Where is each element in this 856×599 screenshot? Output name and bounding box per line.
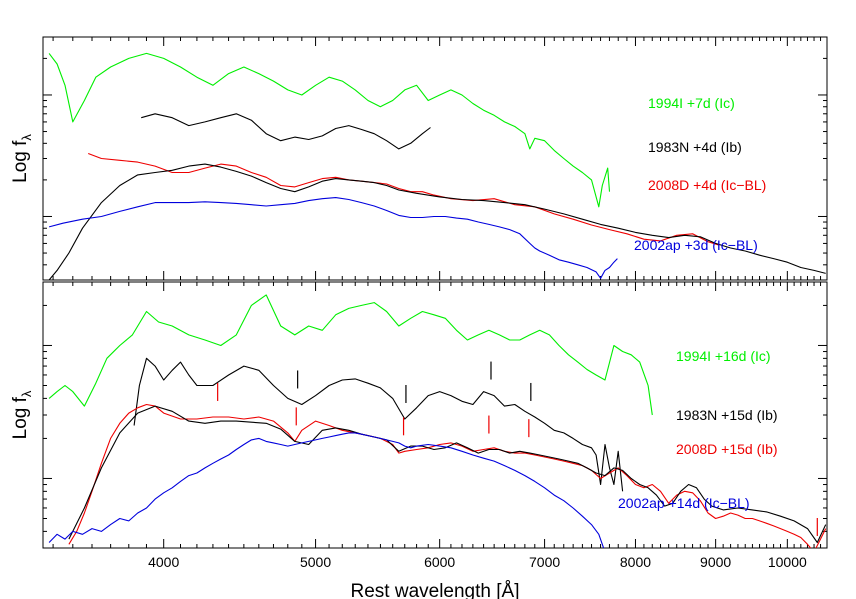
series-label: 2008D +15d (Ib)	[676, 441, 778, 457]
spectrum-line-3	[48, 163, 826, 280]
spectrum-line-0	[48, 52, 611, 208]
y-axis-label: Log fλ	[10, 390, 34, 439]
spectrum-line-1	[133, 357, 624, 492]
spectrum-line-4	[48, 432, 605, 548]
bottom-panel: 1994I +16d (Ic) 1983N +15d (Ib) 2008D +15d…	[10, 281, 828, 599]
series-label: 1983N +15d (Ib)	[676, 407, 778, 423]
x-tick-label: 8000	[620, 554, 651, 570]
spectrum-line-2	[68, 403, 827, 548]
top-panel: 1994I +7d (Ic) 1983N +4d (Ib) 2008D +4d (I…	[10, 36, 828, 281]
series-label: 1983N +4d (Ib)	[648, 139, 742, 155]
x-tick-label: 7000	[529, 554, 560, 570]
x-axis-label: Rest wavelength [Å]	[351, 581, 520, 599]
series-label: 2002ap +14d (Ic−BL)	[618, 495, 750, 511]
spectrum-line-1	[141, 113, 431, 150]
spectrum-line-2	[88, 152, 720, 246]
x-tick-label: 4000	[148, 554, 179, 570]
series-label: 2002ap +3d (Ic−BL)	[634, 237, 758, 253]
series-label: 1994I +16d (Ic)	[676, 348, 771, 364]
x-tick-label: 6000	[424, 554, 455, 570]
y-axis-label: Log fλ	[10, 134, 34, 183]
x-tick-label: 9000	[700, 554, 731, 570]
x-tick-label: 5000	[300, 554, 331, 570]
spectrum-line-4	[48, 197, 618, 279]
x-tick-label: 10000	[768, 554, 807, 570]
series-label: 1994I +7d (Ic)	[648, 95, 735, 111]
series-label: 2008D +4d (Ic−BL)	[648, 177, 766, 193]
spectrum-line-0	[48, 294, 653, 416]
spectrum-line-3	[68, 405, 827, 544]
